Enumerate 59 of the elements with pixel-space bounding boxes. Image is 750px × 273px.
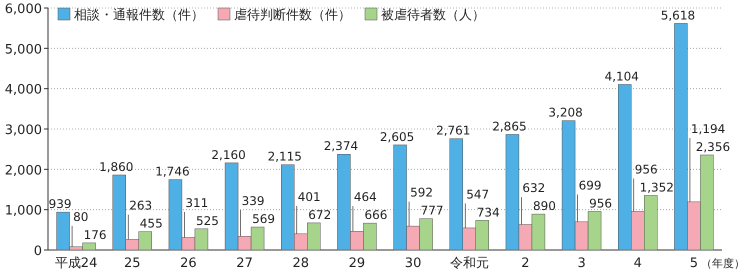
y-tick-label: 0 [34,244,42,259]
x-tick-label: 30 [404,256,422,271]
legend-label: 相談・通報件数（件） [74,8,204,23]
y-tick-label: 4,000 [4,82,42,98]
data-label: 2,865 [492,119,527,134]
data-label: 1,860 [99,160,134,174]
x-tick-label: 令和元 [450,256,489,271]
x-tick-label: 27 [236,256,253,271]
x-tick-label: 4 [634,256,642,271]
legend-label: 被虐待者数（人） [381,8,485,23]
data-label: 311 [185,196,208,210]
data-label: 777 [420,204,444,218]
y-tick-label: 1,000 [4,204,42,219]
data-label: 939 [48,197,72,212]
data-label: 5,618 [660,8,696,22]
data-label: 547 [466,187,490,202]
legend-label: 虐待判断件数（件） [234,8,351,23]
y-tick-label: 2,000 [4,163,42,178]
data-label: 666 [364,208,388,222]
data-label: 1,194 [690,122,726,136]
x-tick-label: 5 [690,256,698,271]
data-label: 2,374 [324,139,358,154]
data-label: 956 [589,196,612,210]
data-label: 401 [298,190,321,204]
data-label: 339 [242,194,264,208]
data-label: 464 [354,190,377,204]
y-tick-label: 5,000 [4,42,42,58]
data-label: 592 [410,186,433,200]
data-label: 734 [476,205,500,220]
x-tick-label: 平成24 [54,256,98,271]
data-label: 2,761 [436,124,470,138]
data-label: 890 [532,199,556,214]
y-tick-label: 3,000 [4,123,42,138]
x-tick-label: 3 [577,256,586,271]
data-label: 699 [578,178,602,192]
data-label: 80 [73,210,88,224]
data-label: 2,115 [268,150,302,164]
data-label: 2,160 [211,148,246,162]
x-tick-label: 28 [292,256,310,271]
data-label: 2,605 [380,130,414,144]
x-tick-label: 26 [180,256,197,271]
x-tick-label: 29 [348,256,366,271]
x-axis-title: （年度） [700,257,745,270]
data-label: 1,352 [640,180,674,194]
x-tick-label: 2 [521,256,530,271]
data-label: 525 [196,214,219,228]
x-tick-label: 25 [124,256,141,271]
data-label: 672 [308,208,332,222]
data-label: 176 [84,228,107,242]
y-tick-label: 6,000 [4,2,42,17]
data-label: 632 [522,181,546,196]
data-label: 455 [140,216,163,231]
data-label: 956 [634,162,658,176]
data-label: 2,356 [696,140,730,154]
data-label: 263 [129,198,152,213]
data-label: 4,104 [604,69,639,84]
data-label: 569 [252,212,276,226]
data-label: 3,208 [548,106,583,120]
data-label: 1,746 [155,164,190,179]
